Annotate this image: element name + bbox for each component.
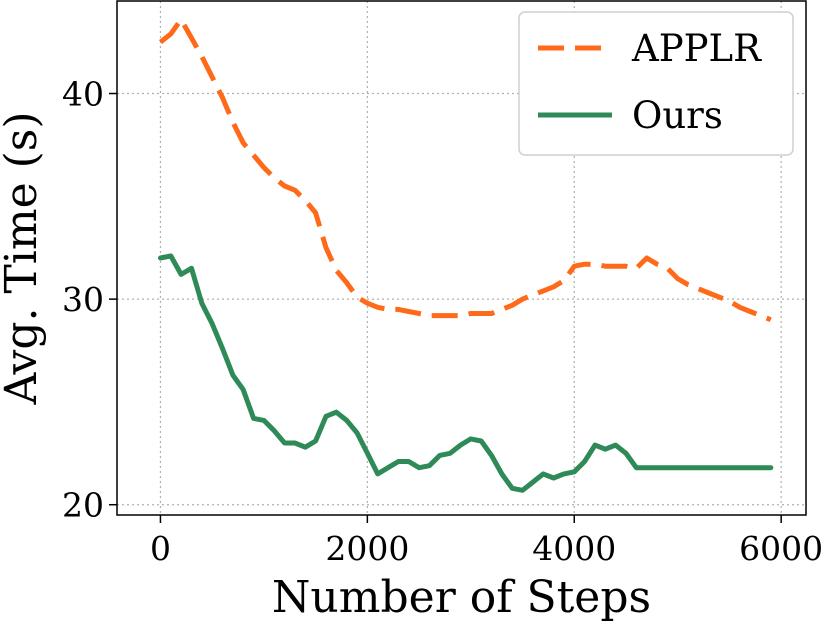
y-tick-label: 40 [62,75,104,114]
y-axis-label: Avg. Time (s) [0,111,47,405]
legend: APPLR Ours [518,11,794,156]
series-line-ours [158,253,774,493]
y-tick-label: 30 [62,280,104,319]
series-line-applr [158,17,772,323]
x-axis-label: Number of Steps [272,572,651,623]
series-lines [158,17,774,493]
legend-label-applr: APPLR [631,27,762,70]
x-tick-label: 4000 [532,529,616,568]
x-tick-label: 0 [150,529,171,568]
y-tick-label: 20 [62,486,104,525]
legend-label-ours: Ours [632,94,723,137]
x-tick-label: 2000 [325,529,409,568]
plot-area-frame [116,0,807,516]
axis-ticks: 0 2000 4000 6000 20 30 40 [62,75,823,568]
x-tick-label: 6000 [739,529,823,568]
